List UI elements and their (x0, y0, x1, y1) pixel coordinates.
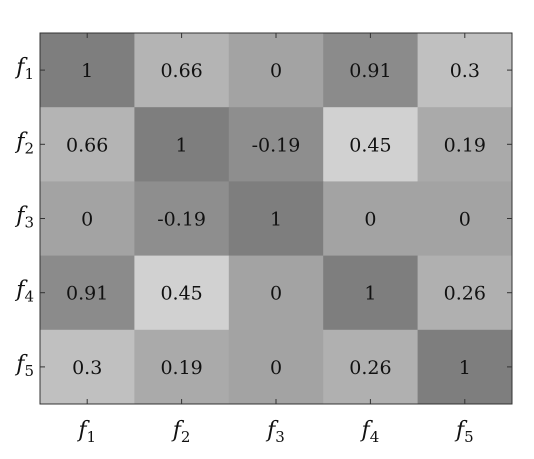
cell-value-label-r3-c1: 0 (81, 209, 93, 231)
heatmap-cell-r4-c4 (323, 255, 419, 331)
heatmap-cell-r2-c2 (134, 107, 230, 182)
cell-value-label-r5-c3: 0 (270, 357, 282, 379)
x-tick-label-5: f5 (454, 418, 474, 446)
y-tick-label-2: f2 (14, 129, 34, 157)
cell-value-label-r5-c5: 1 (459, 357, 471, 379)
heatmap-cell-r3-c2 (134, 181, 230, 257)
y-tick-label-5: f5 (14, 352, 34, 380)
heatmap-cell-r2-c5 (417, 107, 513, 182)
y-tick-label-3: f3 (14, 204, 34, 232)
x-tick-label-3: f3 (265, 418, 285, 446)
x-axis-tick-labels: f1 f2 f3 f4 f5 (76, 418, 473, 446)
heatmap-cell-r3-c5 (417, 181, 513, 257)
heatmap-cell-r5-c5 (417, 329, 513, 405)
heatmap-cell-r5-c4 (323, 329, 419, 405)
heatmap-cells (40, 33, 513, 405)
heatmap-cell-r5-c3 (228, 329, 324, 405)
cell-value-label-r2-c1: 0.66 (66, 134, 108, 156)
heatmap-cell-r5-c2 (134, 329, 230, 405)
y-tick-label-1: f1 (14, 55, 34, 83)
heatmap-cell-r1-c2 (134, 33, 230, 108)
heatmap-cell-r4-c1 (40, 255, 135, 331)
cell-value-label-r4-c5: 0.26 (444, 283, 486, 305)
x-tick-label-subscript: 1 (87, 428, 97, 446)
heatmap-cell-r5-c1 (40, 329, 135, 405)
cell-value-label-r4-c4: 1 (364, 283, 376, 305)
y-tick-label-subscript: 1 (24, 65, 34, 83)
x-tick-label-subscript: 4 (370, 428, 380, 446)
cell-value-label-r2-c3: -0.19 (252, 134, 301, 156)
y-tick-label-subscript: 4 (24, 288, 34, 306)
heatmap-cell-r3-c3 (228, 181, 324, 257)
heatmap-cell-r4-c2 (134, 255, 230, 331)
cell-value-label-r1-c4: 0.91 (349, 60, 391, 82)
cell-value-label-r3-c5: 0 (459, 209, 471, 231)
cell-value-label-r1-c5: 0.3 (450, 60, 480, 82)
heatmap-cell-r4-c5 (417, 255, 513, 331)
heatmap-value-labels: 1 0.66 0 0.91 0.3 0.66 1 -0.19 0.45 0.19 0 -0.19 1 0 0… (66, 60, 486, 379)
heatmap-cell-r2-c4 (323, 107, 419, 182)
cell-value-label-r4-c3: 0 (270, 283, 282, 305)
x-tick-label-subscript: 5 (464, 428, 474, 446)
y-tick-label-subscript: 2 (24, 139, 34, 157)
heatmap-cell-r4-c3 (228, 255, 324, 331)
cell-value-label-r4-c2: 0.45 (160, 283, 202, 305)
heatmap-cell-r2-c3 (228, 107, 324, 182)
heatmap-cell-r3-c4 (323, 181, 419, 257)
cell-value-label-r4-c1: 0.91 (66, 283, 108, 305)
cell-value-label-r5-c1: 0.3 (72, 357, 102, 379)
cell-value-label-r3-c2: -0.19 (157, 209, 206, 231)
y-tick-label-subscript: 3 (24, 214, 34, 232)
cell-value-label-r1-c3: 0 (270, 60, 282, 82)
cell-value-label-r2-c5: 0.19 (444, 134, 486, 156)
heatmap-cell-r3-c1 (40, 181, 135, 257)
y-axis-tick-labels: f1 f2 f3 f4 f5 (14, 55, 34, 380)
axis-ticks (40, 33, 512, 404)
x-tick-label-2: f2 (171, 418, 191, 446)
heatmap-cell-r1-c3 (228, 33, 324, 108)
heatmap-cell-r2-c1 (40, 107, 135, 182)
heatmap-cell-r1-c4 (323, 33, 419, 108)
x-tick-label-subscript: 2 (181, 428, 191, 446)
x-tick-label-4: f4 (360, 418, 380, 446)
cell-value-label-r5-c2: 0.19 (160, 357, 202, 379)
y-tick-label-subscript: 5 (24, 362, 34, 380)
cell-value-label-r2-c4: 0.45 (349, 134, 391, 156)
cell-value-label-r3-c3: 1 (270, 209, 282, 231)
x-tick-label-1: f1 (76, 418, 96, 446)
y-tick-label-4: f4 (14, 278, 34, 306)
cell-value-label-r2-c2: 1 (176, 134, 188, 156)
heatmap-cell-r1-c1 (40, 33, 135, 108)
cell-value-label-r1-c1: 1 (81, 60, 93, 82)
cell-value-label-r3-c4: 0 (364, 209, 376, 231)
heatmap-cell-r1-c5 (417, 33, 513, 108)
cell-value-label-r5-c4: 0.26 (349, 357, 391, 379)
x-tick-label-subscript: 3 (275, 428, 285, 446)
cell-value-label-r1-c2: 0.66 (160, 60, 202, 82)
